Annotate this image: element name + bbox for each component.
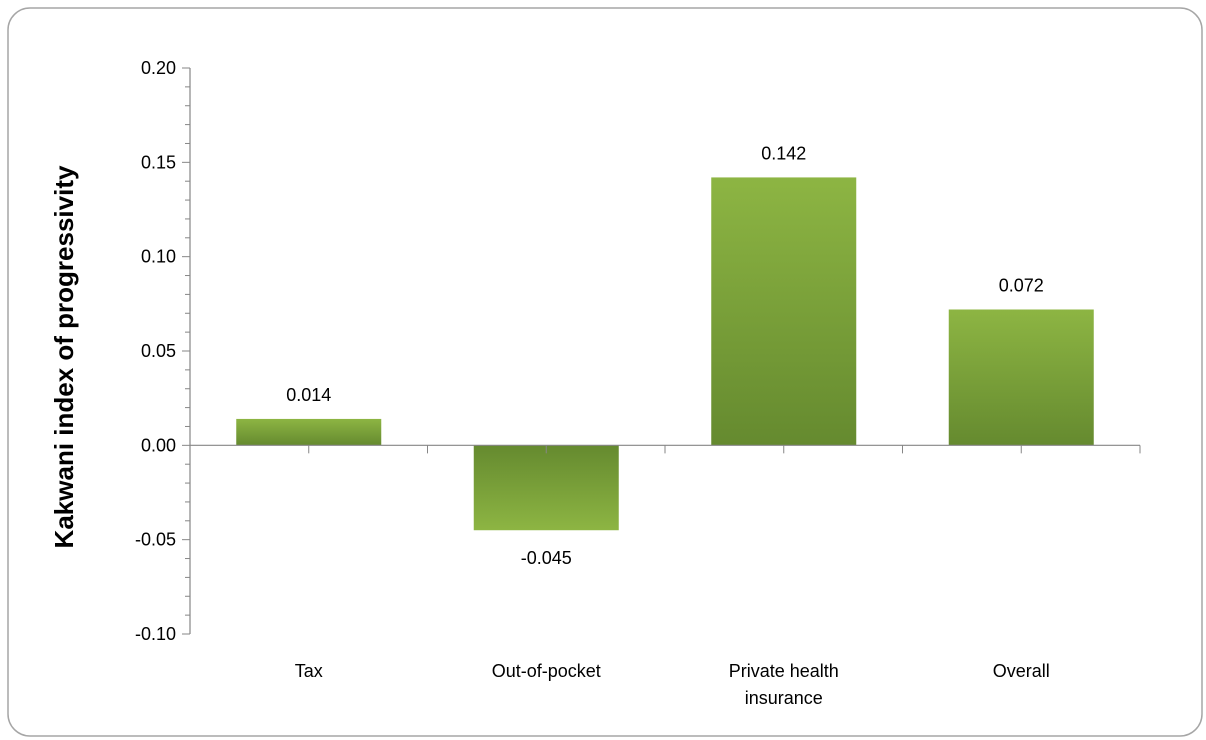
x-category-label: Tax [295, 661, 323, 681]
x-category-label: insurance [745, 688, 823, 708]
y-tick-label: -0.10 [135, 624, 176, 644]
plot-area: 0.20 0.15 0.10 0.05 0.00 -0.05 -0.10 0.014 -0.04… [135, 58, 1141, 708]
y-tick-label: 0.15 [141, 152, 176, 172]
bar-overall [948, 309, 1094, 446]
bar-out-of-pocket [473, 445, 619, 531]
data-label: 0.072 [999, 275, 1044, 295]
x-category-label: Private health [729, 661, 839, 681]
y-tick-label: -0.05 [135, 530, 176, 550]
y-tick-label: 0.10 [141, 247, 176, 267]
chart-border [7, 7, 1203, 737]
data-label: -0.045 [521, 548, 572, 568]
data-label: 0.142 [761, 143, 806, 163]
y-tick-label: 0.20 [141, 58, 176, 78]
bar-private-health-insurance [711, 177, 857, 446]
y-tick-label: 0.05 [141, 341, 176, 361]
x-category-label: Out-of-pocket [492, 661, 601, 681]
y-tick-label: 0.00 [141, 435, 176, 455]
x-category-label: Overall [993, 661, 1050, 681]
bar-tax [236, 418, 382, 446]
data-label: 0.014 [286, 385, 331, 405]
y-axis-label: Kakwani index of progressivity [49, 165, 79, 548]
